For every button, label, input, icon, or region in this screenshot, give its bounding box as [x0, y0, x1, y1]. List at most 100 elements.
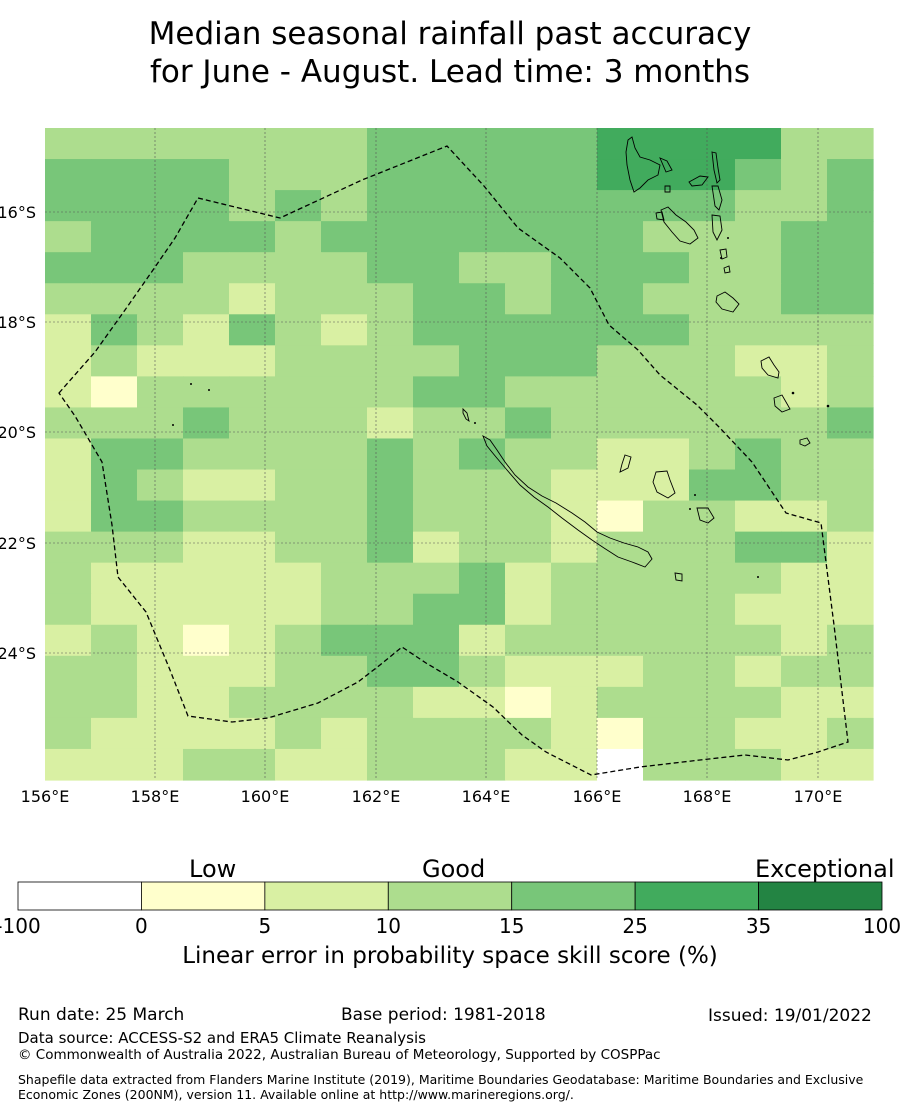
grid-cell	[459, 314, 506, 346]
grid-cell	[367, 469, 414, 502]
grid-cell	[781, 686, 828, 719]
grid-cell	[597, 469, 644, 502]
grid-cell	[781, 283, 828, 315]
grid-cell	[551, 562, 598, 595]
grid-cell	[183, 376, 230, 409]
grid-cell	[597, 407, 644, 440]
grid-cell	[551, 593, 598, 626]
grid-cell	[505, 376, 552, 409]
grid-cell	[137, 128, 184, 160]
grid-cell	[781, 469, 828, 502]
colorbar-swatch	[758, 881, 883, 911]
grid-cell	[459, 252, 506, 284]
grid-cell	[137, 717, 184, 750]
grid-cell	[45, 190, 92, 222]
grid-cell	[827, 593, 874, 626]
grid-cell	[413, 314, 460, 346]
grid-cell	[321, 376, 368, 409]
grid-cell	[413, 655, 460, 688]
grid-cell	[643, 531, 690, 564]
grid-cell	[827, 376, 874, 409]
grid-cell	[275, 593, 322, 626]
grid-cell	[137, 252, 184, 284]
grid-cell	[689, 655, 736, 688]
grid-cell	[229, 593, 276, 626]
grid-cell	[367, 531, 414, 564]
grid-cell	[781, 252, 828, 284]
grid-cell	[735, 655, 782, 688]
grid-cell	[459, 593, 506, 626]
colorbar-tick-label: 5	[258, 914, 272, 938]
grid-cell	[229, 283, 276, 315]
grid-cell	[229, 686, 276, 719]
grid-cell	[505, 159, 552, 191]
grid-cell	[275, 345, 322, 377]
grid-cell	[91, 686, 138, 719]
grid-cell	[367, 283, 414, 315]
lat-tick-label: 22°S	[0, 534, 36, 553]
grid-cell	[137, 748, 184, 781]
lon-tick-label: 170°E	[794, 787, 843, 806]
grid-cell	[735, 190, 782, 222]
category-exceptional: Exceptional	[755, 855, 895, 883]
colorbar-tick-label: -100	[0, 914, 41, 938]
grid-cell	[597, 562, 644, 595]
grid-cell	[91, 159, 138, 191]
grid-cell	[137, 159, 184, 191]
grid-cell	[597, 717, 644, 750]
grid-cell	[413, 469, 460, 502]
grid-cell	[183, 624, 230, 657]
grid-cell	[597, 593, 644, 626]
grid-cell	[505, 252, 552, 284]
grid-cell	[689, 314, 736, 346]
colorbar-swatch	[511, 881, 636, 911]
grid-cell	[505, 221, 552, 253]
title-line-2: for June - August. Lead time: 3 months	[149, 54, 751, 90]
grid-cell	[183, 407, 230, 440]
grid-cell	[735, 314, 782, 346]
grid-cell	[45, 531, 92, 564]
grid-cell	[183, 221, 230, 253]
grid-cell	[781, 376, 828, 409]
grid-cell	[689, 717, 736, 750]
grid-cell	[781, 562, 828, 595]
grid-cell	[735, 531, 782, 564]
grid-cell	[321, 283, 368, 315]
grid-cell	[229, 159, 276, 191]
grid-cell	[183, 655, 230, 688]
grid-cell	[137, 283, 184, 315]
grid-cell	[229, 407, 276, 440]
grid-cell	[689, 376, 736, 409]
grid-cell	[321, 717, 368, 750]
grid-cell	[735, 252, 782, 284]
grid-cell	[689, 562, 736, 595]
grid-cell	[597, 221, 644, 253]
grid-cell	[275, 128, 322, 160]
grid-cell	[183, 562, 230, 595]
grid-cell	[275, 221, 322, 253]
grid-cell	[643, 376, 690, 409]
grid-cell	[91, 252, 138, 284]
grid-cell	[183, 283, 230, 315]
grid-cell	[367, 500, 414, 533]
grid-cell	[367, 748, 414, 781]
grid-cell	[689, 469, 736, 502]
grid-cell	[781, 655, 828, 688]
grid-cell	[413, 593, 460, 626]
grid-cell	[275, 314, 322, 346]
grid-cell	[597, 748, 644, 781]
grid-cell	[367, 252, 414, 284]
grid-cell	[367, 376, 414, 409]
grid-cell	[643, 345, 690, 377]
grid-cell	[367, 345, 414, 377]
lon-tick-label: 166°E	[573, 787, 622, 806]
grid-cell	[275, 562, 322, 595]
grid-cell	[91, 221, 138, 253]
grid-cell	[45, 345, 92, 377]
grid-cell	[367, 128, 414, 160]
grid-cell	[459, 345, 506, 377]
grid-cell	[137, 221, 184, 253]
grid-cell	[91, 283, 138, 315]
colorbar-swatch	[264, 881, 389, 911]
grid-cell	[781, 128, 828, 160]
